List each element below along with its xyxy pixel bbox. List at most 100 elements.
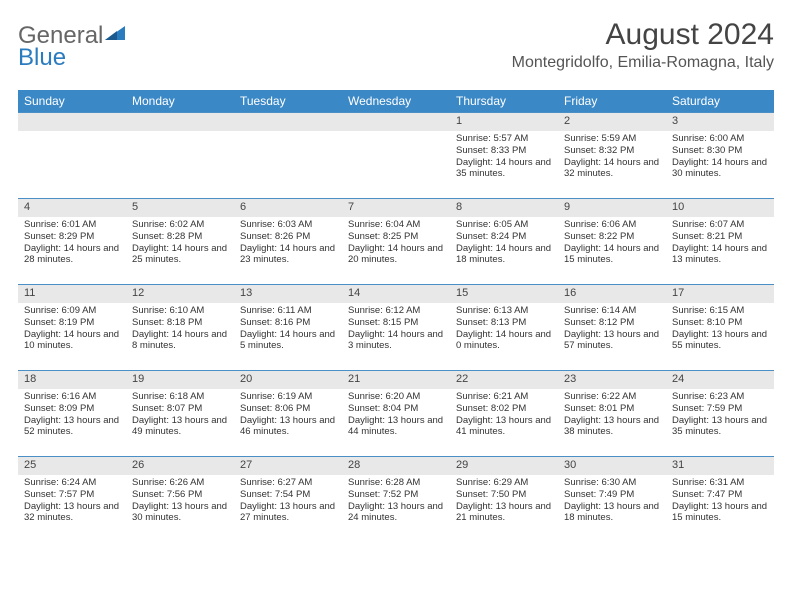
day-number: 28	[342, 456, 450, 475]
day-number: 19	[126, 370, 234, 389]
sunrise-text: Sunrise: 5:59 AM	[564, 133, 660, 145]
sunset-text: Sunset: 8:26 PM	[240, 231, 336, 243]
logo-line2: Blue	[18, 44, 66, 72]
daylight-text: Daylight: 13 hours and 49 minutes.	[132, 415, 228, 439]
day-body: Sunrise: 6:21 AMSunset: 8:02 PMDaylight:…	[450, 389, 558, 443]
daylight-text: Daylight: 13 hours and 24 minutes.	[348, 501, 444, 525]
sunrise-text: Sunrise: 6:03 AM	[240, 219, 336, 231]
daylight-text: Daylight: 14 hours and 23 minutes.	[240, 243, 336, 267]
day-body: Sunrise: 6:12 AMSunset: 8:15 PMDaylight:…	[342, 303, 450, 357]
day-number: 5	[126, 198, 234, 217]
day-body: Sunrise: 6:01 AMSunset: 8:29 PMDaylight:…	[18, 217, 126, 271]
daylight-text: Daylight: 14 hours and 18 minutes.	[456, 243, 552, 267]
sunrise-text: Sunrise: 6:28 AM	[348, 477, 444, 489]
sunrise-text: Sunrise: 6:12 AM	[348, 305, 444, 317]
day-number: 25	[18, 456, 126, 475]
day-number: 4	[18, 198, 126, 217]
day-cell: 9Sunrise: 6:06 AMSunset: 8:22 PMDaylight…	[558, 198, 666, 284]
sunrise-text: Sunrise: 6:10 AM	[132, 305, 228, 317]
sunrise-text: Sunrise: 6:24 AM	[24, 477, 120, 489]
day-body: Sunrise: 6:26 AMSunset: 7:56 PMDaylight:…	[126, 475, 234, 529]
day-number: 11	[18, 284, 126, 303]
day-body: Sunrise: 6:31 AMSunset: 7:47 PMDaylight:…	[666, 475, 774, 529]
day-cell: 21Sunrise: 6:20 AMSunset: 8:04 PMDayligh…	[342, 370, 450, 456]
sunrise-text: Sunrise: 6:14 AM	[564, 305, 660, 317]
day-cell: 14Sunrise: 6:12 AMSunset: 8:15 PMDayligh…	[342, 284, 450, 370]
day-cell: 30Sunrise: 6:30 AMSunset: 7:49 PMDayligh…	[558, 456, 666, 542]
day-cell: 17Sunrise: 6:15 AMSunset: 8:10 PMDayligh…	[666, 284, 774, 370]
daylight-text: Daylight: 14 hours and 0 minutes.	[456, 329, 552, 353]
sunrise-text: Sunrise: 6:23 AM	[672, 391, 768, 403]
day-number: 26	[126, 456, 234, 475]
day-number: 9	[558, 198, 666, 217]
day-body: Sunrise: 6:05 AMSunset: 8:24 PMDaylight:…	[450, 217, 558, 271]
sunset-text: Sunset: 8:10 PM	[672, 317, 768, 329]
sunset-text: Sunset: 8:06 PM	[240, 403, 336, 415]
day-body: Sunrise: 6:07 AMSunset: 8:21 PMDaylight:…	[666, 217, 774, 271]
daylight-text: Daylight: 14 hours and 13 minutes.	[672, 243, 768, 267]
day-body: Sunrise: 5:57 AMSunset: 8:33 PMDaylight:…	[450, 131, 558, 185]
day-body: Sunrise: 6:22 AMSunset: 8:01 PMDaylight:…	[558, 389, 666, 443]
empty-cell	[18, 112, 126, 198]
sunrise-text: Sunrise: 5:57 AM	[456, 133, 552, 145]
daylight-text: Daylight: 13 hours and 15 minutes.	[672, 501, 768, 525]
day-cell: 4Sunrise: 6:01 AMSunset: 8:29 PMDaylight…	[18, 198, 126, 284]
day-body: Sunrise: 6:02 AMSunset: 8:28 PMDaylight:…	[126, 217, 234, 271]
day-number: 16	[558, 284, 666, 303]
day-cell: 24Sunrise: 6:23 AMSunset: 7:59 PMDayligh…	[666, 370, 774, 456]
day-body: Sunrise: 6:09 AMSunset: 8:19 PMDaylight:…	[18, 303, 126, 357]
sunrise-text: Sunrise: 6:22 AM	[564, 391, 660, 403]
sunset-text: Sunset: 8:21 PM	[672, 231, 768, 243]
day-number	[126, 112, 234, 131]
day-cell: 11Sunrise: 6:09 AMSunset: 8:19 PMDayligh…	[18, 284, 126, 370]
day-number: 17	[666, 284, 774, 303]
day-cell: 19Sunrise: 6:18 AMSunset: 8:07 PMDayligh…	[126, 370, 234, 456]
day-cell: 15Sunrise: 6:13 AMSunset: 8:13 PMDayligh…	[450, 284, 558, 370]
day-number: 3	[666, 112, 774, 131]
sunrise-text: Sunrise: 6:27 AM	[240, 477, 336, 489]
weekday-header: Saturday	[666, 90, 774, 112]
sunrise-text: Sunrise: 6:20 AM	[348, 391, 444, 403]
daylight-text: Daylight: 13 hours and 52 minutes.	[24, 415, 120, 439]
sunset-text: Sunset: 8:29 PM	[24, 231, 120, 243]
daylight-text: Daylight: 14 hours and 25 minutes.	[132, 243, 228, 267]
sunset-text: Sunset: 8:30 PM	[672, 145, 768, 157]
sunrise-text: Sunrise: 6:13 AM	[456, 305, 552, 317]
week-row: 1Sunrise: 5:57 AMSunset: 8:33 PMDaylight…	[18, 112, 774, 198]
day-cell: 12Sunrise: 6:10 AMSunset: 8:18 PMDayligh…	[126, 284, 234, 370]
daylight-text: Daylight: 14 hours and 30 minutes.	[672, 157, 768, 181]
sunset-text: Sunset: 8:09 PM	[24, 403, 120, 415]
daylight-text: Daylight: 13 hours and 21 minutes.	[456, 501, 552, 525]
day-cell: 3 Sunrise: 6:00 AMSunset: 8:30 PMDaylight…	[666, 112, 774, 198]
day-body: Sunrise: 6:20 AMSunset: 8:04 PMDaylight:…	[342, 389, 450, 443]
sunset-text: Sunset: 7:47 PM	[672, 489, 768, 501]
week-row: 4Sunrise: 6:01 AMSunset: 8:29 PMDaylight…	[18, 198, 774, 284]
day-number: 23	[558, 370, 666, 389]
weekday-header: Friday	[558, 90, 666, 112]
sunset-text: Sunset: 8:15 PM	[348, 317, 444, 329]
daylight-text: Daylight: 13 hours and 18 minutes.	[564, 501, 660, 525]
day-body: Sunrise: 6:18 AMSunset: 8:07 PMDaylight:…	[126, 389, 234, 443]
day-body: Sunrise: 6:06 AMSunset: 8:22 PMDaylight:…	[558, 217, 666, 271]
sunrise-text: Sunrise: 6:30 AM	[564, 477, 660, 489]
sunset-text: Sunset: 8:02 PM	[456, 403, 552, 415]
day-cell: 31Sunrise: 6:31 AMSunset: 7:47 PMDayligh…	[666, 456, 774, 542]
sunrise-text: Sunrise: 6:00 AM	[672, 133, 768, 145]
day-body	[126, 131, 234, 137]
sunrise-text: Sunrise: 6:11 AM	[240, 305, 336, 317]
sunrise-text: Sunrise: 6:01 AM	[24, 219, 120, 231]
sunrise-text: Sunrise: 6:06 AM	[564, 219, 660, 231]
day-body: Sunrise: 6:29 AMSunset: 7:50 PMDaylight:…	[450, 475, 558, 529]
title-block: August 2024 Montegridolfo, Emilia-Romagn…	[512, 18, 774, 72]
sunset-text: Sunset: 8:04 PM	[348, 403, 444, 415]
month-title: August 2024	[512, 18, 774, 52]
daylight-text: Daylight: 13 hours and 57 minutes.	[564, 329, 660, 353]
calendar-page: General August 2024 Montegridolfo, Emili…	[0, 0, 792, 542]
sunrise-text: Sunrise: 6:05 AM	[456, 219, 552, 231]
daylight-text: Daylight: 14 hours and 28 minutes.	[24, 243, 120, 267]
day-number: 20	[234, 370, 342, 389]
logo-triangle-icon	[105, 26, 125, 40]
day-body	[342, 131, 450, 137]
day-cell: 13Sunrise: 6:11 AMSunset: 8:16 PMDayligh…	[234, 284, 342, 370]
sunset-text: Sunset: 8:13 PM	[456, 317, 552, 329]
